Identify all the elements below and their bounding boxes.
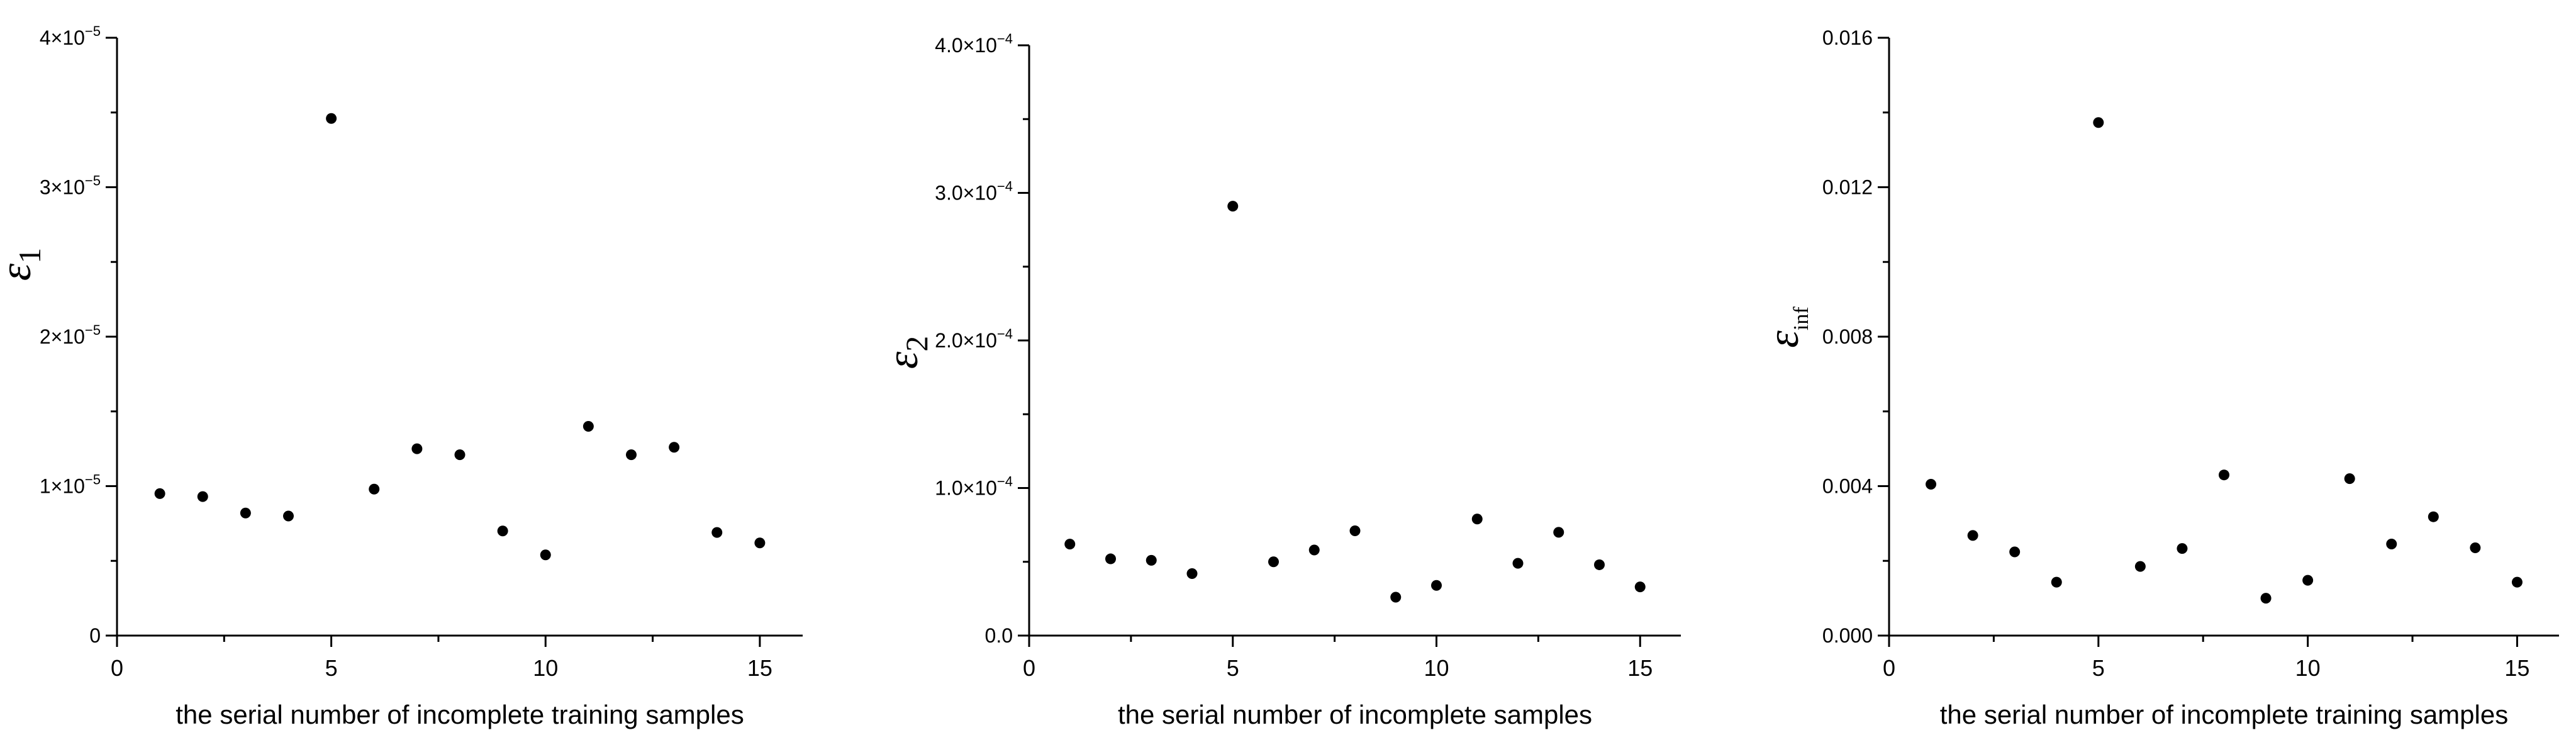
data-point [540,549,551,561]
x-axis-label: the serial number of incomplete training… [176,700,744,729]
y-tick-label: 0 [89,624,101,647]
data-point [1471,513,1483,525]
chart-3: 0 5 10 15 0.000 0.004 0.008 0.012 0.016 the seria… [1759,26,2559,729]
data-point [626,449,637,461]
y-tick-label: 0.000 [1822,624,1873,647]
data-point [2344,473,2355,485]
data-point [2093,117,2104,128]
x-tick-label: 5 [2092,655,2105,681]
data-point [2302,575,2314,586]
data-point [411,443,423,454]
y-tick-label: 1×10−5 [40,472,101,498]
data-point [197,491,208,502]
y-tick-label: 0.012 [1822,176,1873,199]
data-point [669,442,680,453]
data-point [2428,511,2439,522]
data-point [2009,546,2021,558]
y-tick-label: 0.008 [1822,325,1873,348]
x-tick-label: 15 [1627,655,1653,681]
data-point [1146,554,1157,566]
y-tick-label: 0.004 [1822,475,1873,498]
y-axis-label: εinf [1759,306,1813,348]
x-tick-label: 10 [2295,655,2321,681]
data-point [454,449,466,461]
x-tick-label: 15 [747,655,772,681]
data-point [2051,576,2062,588]
x-tick-label: 5 [325,655,338,681]
y-tick-label: 0.0 [985,624,1013,647]
data-point [1227,201,1239,212]
data-point [283,510,294,522]
data-point [2219,469,2229,481]
x-tick-label: 0 [1023,655,1035,681]
data-point [2134,561,2146,572]
data-point [497,525,508,537]
data-point [1308,544,1320,556]
y-tick-label: 1.0×10−4 [935,474,1013,500]
data-point [1390,592,1402,603]
data-point [1967,530,1978,541]
data-point [154,488,165,499]
y-tick-label: 4.0×10−4 [935,31,1013,57]
data-point [1105,553,1116,564]
data-point [1431,580,1442,591]
x-tick-label: 5 [1227,655,1239,681]
data-point [2177,543,2188,554]
x-tick-label: 10 [1424,655,1449,681]
y-tick-label: 2×10−5 [40,322,101,348]
x-tick-label: 15 [2504,655,2529,681]
data-point [1926,479,1937,490]
data-point [1594,559,1605,570]
data-point [711,527,723,538]
data-point [1634,581,1646,593]
x-tick-label: 0 [1883,655,1895,681]
y-tick-label: 3×10−5 [40,173,101,199]
y-tick-label: 4×10−5 [40,23,101,49]
x-axis-label: the serial number of incomplete samples [1118,700,1592,729]
x-tick-label: 10 [533,655,558,681]
data-point [1064,539,1076,550]
data-point [754,537,766,549]
y-tick-label: 2.0×10−4 [935,326,1013,352]
data-point [1349,525,1361,537]
data-point [2511,576,2523,588]
x-tick-label: 0 [111,655,123,681]
data-point [583,421,594,432]
data-point [2470,542,2481,553]
chart-1: 0 5 10 15 0 1×10−5 2×10−5 3×10−5 4×10−5 the seria… [0,23,803,729]
data-point [1268,556,1279,568]
x-axis-label: the serial number of incomplete training… [1940,700,2508,729]
y-tick-label: 3.0×10−4 [935,179,1013,205]
data-point [326,113,337,124]
data-point [1512,558,1524,569]
data-point [1186,568,1198,580]
data-point [369,483,380,495]
data-point [1553,527,1564,538]
data-point [2386,539,2397,550]
y-axis-label: ε1 [0,248,47,281]
data-point [240,507,251,519]
y-axis-label: ε2 [879,336,934,369]
chart-2: 0 5 10 15 0.0 1.0×10−4 2.0×10−4 3.0×10−4 4.0×10−… [879,31,1681,729]
data-point [2260,593,2272,604]
y-tick-label: 0.016 [1822,26,1873,49]
